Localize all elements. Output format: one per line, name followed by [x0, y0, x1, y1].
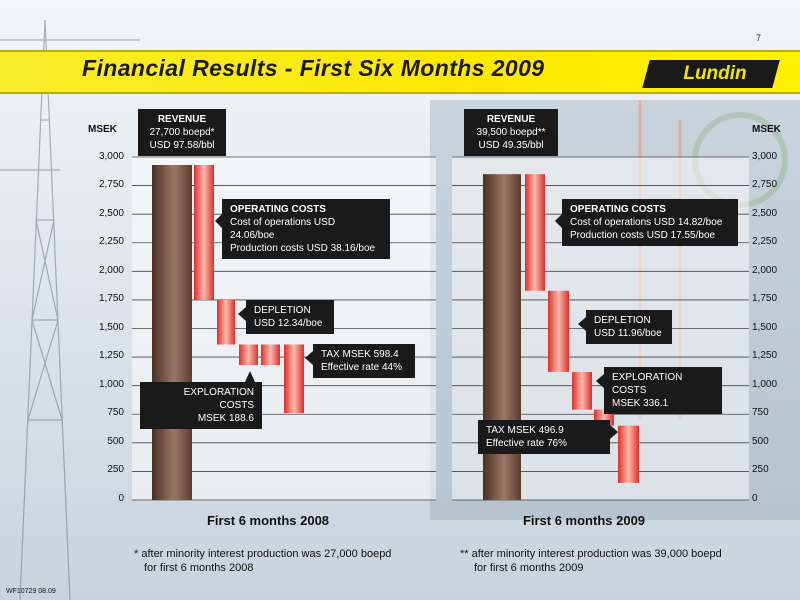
callout-line: DEPLETION	[594, 315, 651, 326]
footnote-line: * after minority interest production was…	[134, 548, 392, 560]
callout-line: 39,500 boepd**	[476, 127, 546, 138]
y-tick-label: 2,000	[752, 265, 778, 276]
lundin-logo-text: Lundin	[683, 63, 747, 84]
callout-title: REVENUE	[486, 114, 536, 125]
callout-line: EXPLORATION COSTS	[183, 387, 254, 411]
callout-line: TAX MSEK 496.9	[486, 425, 564, 436]
left-depletion-callout: DEPLETION USD 12.34/boe	[246, 300, 334, 334]
callout-title: OPERATING COSTS	[570, 204, 666, 215]
y-tick-label: 1,250	[752, 350, 778, 361]
y-tick-label: 1,000	[752, 379, 778, 390]
right-axis-label: MSEK	[752, 124, 781, 135]
callout-line: Cost of operations USD 24.06/boe	[230, 217, 336, 241]
bar-operating-costs	[194, 165, 214, 300]
bar-depletion	[548, 290, 569, 372]
y-tick-label: 500	[107, 436, 124, 447]
callout-pointers	[215, 214, 618, 439]
document-code: WF10729 08.09	[6, 588, 56, 595]
callout-line: Cost of operations USD 14.82/boe	[570, 217, 723, 228]
left-exploration-callout: EXPLORATION COSTS MSEK 188.6	[140, 382, 262, 429]
y-tick-label: 3,000	[98, 151, 124, 162]
left-tax-callout: TAX MSEK 598.4 Effective rate 44%	[313, 344, 415, 378]
right-exploration-callout: EXPLORATION COSTS MSEK 336.1	[604, 367, 722, 414]
bar-exploration-costs	[572, 371, 592, 410]
bar-depletion	[217, 299, 235, 345]
y-tick-label: 1,000	[98, 379, 124, 390]
y-tick-label: 2,250	[752, 236, 778, 247]
bar-tax	[618, 425, 639, 483]
left-revenue-callout: REVENUE 27,700 boepd* USD 97.58/bbl	[138, 109, 226, 156]
page-title: Financial Results - First Six Months 200…	[82, 55, 545, 81]
y-tick-label: 1,250	[98, 350, 124, 361]
y-tick-label: 0	[752, 493, 758, 504]
callout-line: USD 97.58/bbl	[149, 140, 215, 151]
callout-title: OPERATING COSTS	[230, 204, 326, 215]
callout-line: Production costs USD 17.55/boe	[570, 230, 716, 241]
y-tick-label: 750	[752, 407, 769, 418]
y-tick-label: 2,750	[98, 179, 124, 190]
left-axis-label: MSEK	[88, 124, 117, 135]
callout-line: USD 11.96/boe	[594, 328, 662, 339]
right-x-axis-label: First 6 months 2009	[522, 513, 646, 528]
callout-line: MSEK 336.1	[612, 398, 669, 409]
y-tick-label: 750	[107, 407, 124, 418]
right-revenue-callout: REVENUE 39,500 boepd** USD 49.35/bbl	[464, 109, 558, 156]
footnote-line: ** after minority interest production wa…	[460, 548, 722, 560]
y-tick-label: 2,750	[752, 179, 778, 190]
callout-line: Effective rate 76%	[486, 438, 567, 449]
left-x-axis-label: First 6 months 2008	[206, 513, 330, 528]
y-tick-label: 500	[752, 436, 769, 447]
y-tick-label: 1,750	[752, 293, 778, 304]
y-tick-label: 1,500	[98, 322, 124, 333]
callout-line: USD 49.35/bbl	[478, 140, 544, 151]
footnote-line: for first 6 months 2008	[144, 562, 254, 574]
y-tick-label: 0	[118, 493, 124, 504]
bar-revenue	[152, 165, 192, 500]
bar-tax	[284, 344, 304, 414]
left-operating-costs-callout: OPERATING COSTS Cost of operations USD 2…	[222, 199, 390, 259]
callout-line: 27,700 boepd*	[149, 127, 215, 138]
footnote-line: for first 6 months 2009	[474, 562, 584, 574]
right-footnote: ** after minority interest production wa…	[460, 547, 790, 575]
bar-other	[261, 344, 280, 366]
callout-line: EXPLORATION COSTS	[612, 372, 683, 396]
y-tick-label: 1,500	[752, 322, 778, 333]
right-depletion-callout: DEPLETION USD 11.96/boe	[586, 310, 672, 344]
bar-operating-costs	[525, 174, 545, 291]
y-tick-label: 2,250	[98, 236, 124, 247]
y-tick-label: 2,500	[752, 208, 778, 219]
page-number: 7	[756, 33, 762, 43]
callout-line: Production costs USD 38.16/boe	[230, 243, 376, 254]
callout-line: DEPLETION	[254, 305, 311, 316]
right-operating-costs-callout: OPERATING COSTS Cost of operations USD 1…	[562, 199, 738, 246]
y-tick-label: 2,000	[98, 265, 124, 276]
callout-title: REVENUE	[157, 114, 207, 125]
right-tax-callout: TAX MSEK 496.9 Effective rate 76%	[478, 420, 610, 454]
left-footnote: * after minority interest production was…	[134, 547, 454, 575]
callout-line: Effective rate 44%	[321, 362, 402, 373]
callout-line: TAX MSEK 598.4	[321, 349, 399, 360]
y-tick-label: 250	[752, 464, 769, 475]
callout-line: USD 12.34/boe	[254, 318, 323, 329]
bar-exploration-costs	[239, 344, 258, 366]
y-tick-label: 3,000	[752, 151, 778, 162]
y-tick-label: 1,750	[98, 293, 124, 304]
y-tick-label: 2,500	[98, 208, 124, 219]
y-tick-label: 250	[107, 464, 124, 475]
callout-line: MSEK 188.6	[197, 413, 254, 424]
